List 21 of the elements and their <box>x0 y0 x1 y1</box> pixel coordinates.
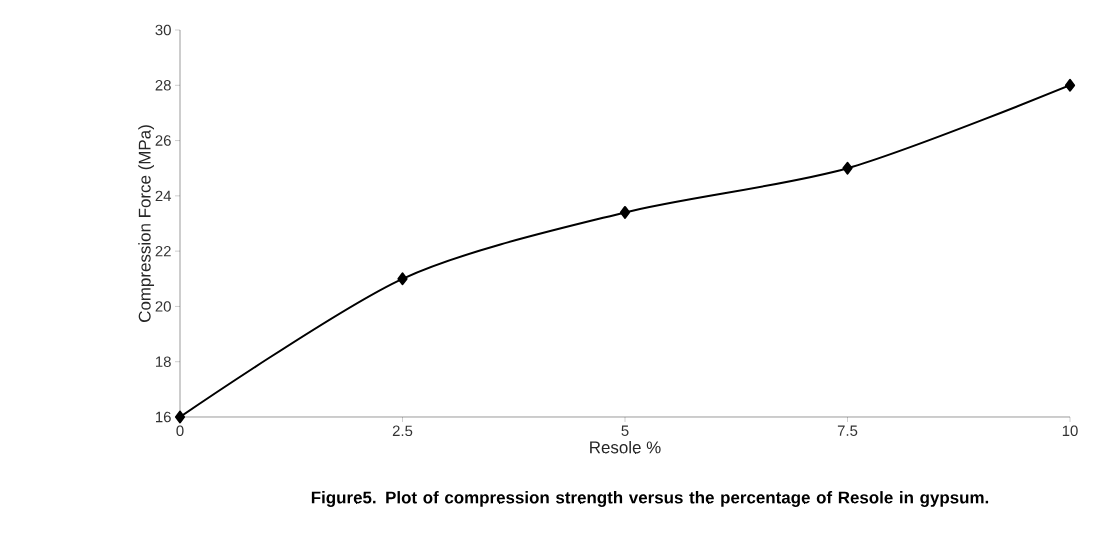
y-tick-label: 26 <box>155 135 171 146</box>
x-tick-label: 7.5 <box>837 425 858 436</box>
point <box>619 205 631 219</box>
y-tick-label: 22 <box>155 245 171 257</box>
y-tick-label: 30 <box>155 24 171 36</box>
point <box>842 161 853 175</box>
point <box>174 410 186 424</box>
y-tick-label: 18 <box>156 356 171 367</box>
y-tick-label: 24 <box>155 190 172 202</box>
x-tick-label: 2.5 <box>392 425 413 437</box>
point <box>397 272 408 286</box>
x-tick-label: 0 <box>176 425 184 437</box>
y-tick-label: 28 <box>155 79 171 91</box>
x-tick-label: 10 <box>1062 425 1078 437</box>
caption: Figure5. Plot of compression strength versus the percentage of Resole in gypsum. <box>311 491 989 507</box>
y-axis-title: Compression Force (MPa) <box>138 125 155 322</box>
y-tick-label: 16 <box>156 411 171 423</box>
x-tick-label: 5 <box>621 425 629 436</box>
point <box>1064 78 1076 92</box>
x-axis-title: Resole % <box>590 440 661 454</box>
y-tick-label: 20 <box>155 301 171 312</box>
